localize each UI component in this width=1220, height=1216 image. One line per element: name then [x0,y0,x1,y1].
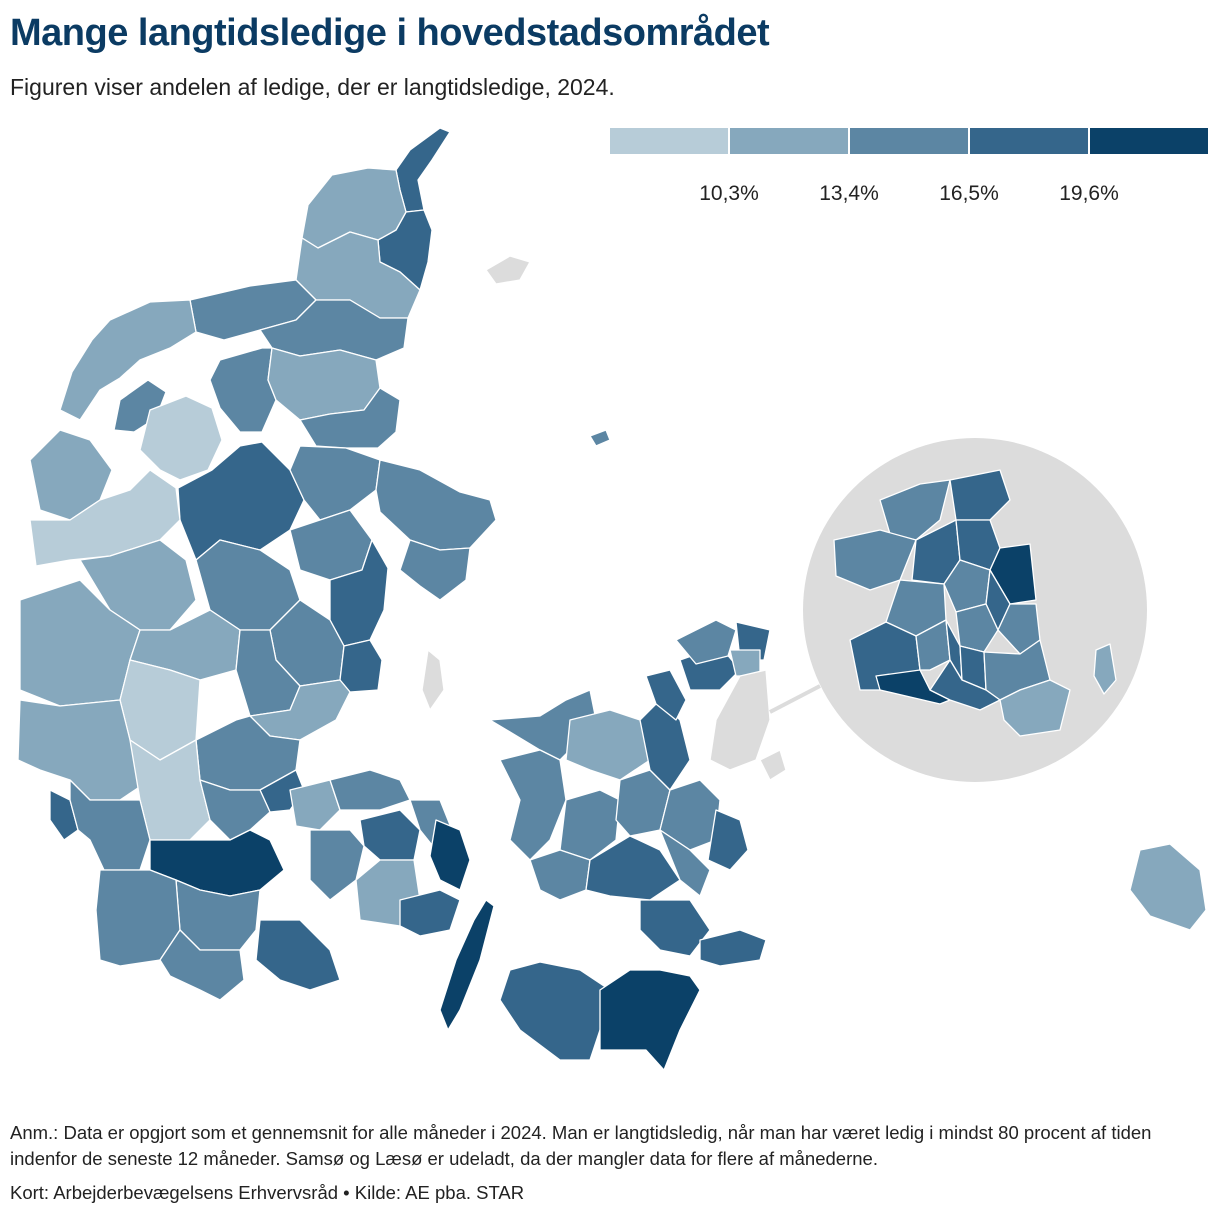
region-hjorring[interactable] [301,167,407,249]
region-thisted[interactable] [59,299,197,421]
island-anholt [589,429,611,447]
region-nordfyn[interactable] [329,769,411,811]
region-bornholm[interactable] [1129,843,1207,931]
region-vordingborg[interactable] [639,899,711,957]
denmark-map [17,127,1207,1071]
legend-break-1: 10,3% [699,182,759,205]
capital-inset [803,438,1147,782]
region-favrskov[interactable] [289,509,373,581]
region-lemvig[interactable] [29,469,181,567]
inset-hoje-taastrup[interactable] [915,619,951,671]
legend-bar [610,128,1210,154]
legend-break-3: 16,5% [939,182,999,205]
region-struer[interactable] [29,429,113,521]
region-slagelse[interactable] [529,849,591,901]
region-skive[interactable] [139,395,223,481]
inset-gribskov[interactable] [949,469,1011,521]
region-assens[interactable] [309,829,365,901]
legend-swatch-2 [730,128,848,154]
island-laeso [485,255,531,285]
inset-ishoj[interactable] [929,659,1001,711]
region-rebild[interactable] [267,347,381,421]
inset-connector [769,684,821,714]
inset-saltholm [1093,643,1117,695]
source-line: Kort: Arbejderbevægelsens Erhvervsråd • … [10,1182,525,1203]
region-sonderborg[interactable] [255,919,341,991]
island-ven [759,749,787,781]
region-faxe[interactable] [659,829,711,897]
region-langeland[interactable] [439,899,495,1031]
legend-swatch-4 [970,128,1088,154]
region-odder[interactable] [339,639,383,693]
color-legend: 10,3% 13,4% 16,5% 19,6% [610,128,1210,205]
legend-swatch-3 [850,128,968,154]
legend-break-2: 13,4% [819,182,879,205]
region-copenhagen-grey[interactable] [709,669,771,771]
region-odense[interactable] [359,809,421,861]
page-subtitle: Figuren viser andelen af ledige, der er … [10,74,615,100]
region-esbjerg[interactable] [49,789,79,841]
region-viborg[interactable] [177,441,305,561]
region-naestved[interactable] [585,835,681,901]
inset-gentofte[interactable] [997,603,1041,655]
legend-swatch-1 [610,128,728,154]
region-nyborg[interactable] [429,819,471,891]
region-kalundborg[interactable] [499,749,567,861]
region-svendborg[interactable] [399,889,461,937]
region-lolland[interactable] [499,961,611,1061]
region-vesthimmerland[interactable] [209,347,277,433]
inset-lyngby[interactable] [955,603,999,653]
inset-amager[interactable] [999,679,1071,737]
legend-swatch-5 [1090,128,1208,154]
region-syddjurs[interactable] [399,539,471,601]
footnote: Anm.: Data er opgjort som et gennemsnit … [10,1122,1152,1169]
region-middelfart[interactable] [289,779,341,831]
region-guldborgsund[interactable] [599,969,701,1071]
region-stevns[interactable] [707,809,749,871]
page-title: Mange langtidsledige i hovedstadsområdet [10,12,770,54]
legend-break-4: 19,6% [1059,182,1119,205]
region-holbaek[interactable] [565,709,651,781]
region-kolding[interactable] [199,779,271,841]
region-aabenraa[interactable] [159,929,245,1001]
region-frederikssund[interactable] [645,669,687,721]
island-samso [421,649,445,711]
region-gribskov[interactable] [675,619,737,665]
region-norddjurs[interactable] [375,459,497,551]
region-mon[interactable] [699,929,767,967]
region-skagen[interactable] [395,127,451,213]
region-randers[interactable] [289,445,381,521]
